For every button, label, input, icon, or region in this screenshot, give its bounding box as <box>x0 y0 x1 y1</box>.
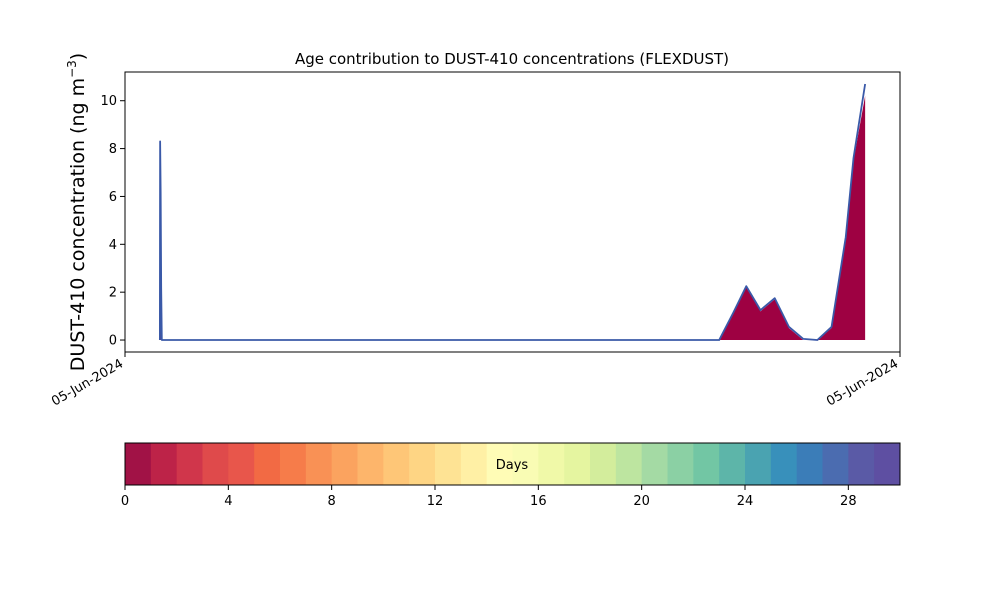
colorbar-cell <box>848 443 875 485</box>
plot-background <box>125 72 900 352</box>
plot-area <box>124 71 901 353</box>
colorbar-cell <box>615 443 643 485</box>
colorbar-cell <box>538 443 565 485</box>
colorbar-cell <box>564 443 591 485</box>
y-axis: 0 2 4 6 8 10 <box>100 94 125 349</box>
colorbar-cells <box>125 443 901 485</box>
colorbar-cell <box>796 443 823 485</box>
total-line-group <box>158 83 867 341</box>
colorbar-frame <box>124 442 901 486</box>
x-tick-label-right: 05-Jun-2024 <box>824 356 901 409</box>
colorbar-cell <box>125 443 152 485</box>
colorbar-cell <box>305 443 333 485</box>
colorbar-cell <box>280 443 307 485</box>
colorbar-tick-label: 24 <box>737 494 754 509</box>
y-axis-label: DUST-410 concentration (ng m−3) <box>65 53 89 371</box>
colorbar-cell <box>590 443 617 485</box>
colorbar-cell <box>202 443 229 485</box>
y-axis-label-sup: −3 <box>65 60 79 78</box>
colorbar-cell <box>150 443 178 485</box>
colorbar-cell <box>383 443 410 485</box>
colorbar-cell <box>176 443 203 485</box>
colorbar-cell <box>874 443 901 485</box>
colorbar-tick-label: 0 <box>121 494 129 509</box>
y-axis-label-tail: ) <box>67 53 89 60</box>
colorbar-cell <box>770 443 798 485</box>
colorbar-tick-label: 12 <box>427 494 444 509</box>
y-tick-label: 0 <box>109 334 117 349</box>
colorbar-tick-label: 28 <box>840 494 857 509</box>
x-axis: 05-Jun-2024 05-Jun-2024 <box>49 352 901 409</box>
colorbar-cell <box>228 443 255 485</box>
y-tick-label: 6 <box>109 190 117 205</box>
total-concentration-line <box>158 83 867 341</box>
y-axis-label-main: DUST-410 concentration (ng m <box>67 78 89 371</box>
colorbar-label: Days <box>496 458 529 473</box>
y-tick-label: 4 <box>109 238 117 253</box>
colorbar-cell <box>822 443 849 485</box>
colorbar-tick-label: 4 <box>224 494 232 509</box>
colorbar-cell <box>745 443 772 485</box>
colorbar-ticks: 0 4 8 12 16 20 24 28 <box>121 485 857 509</box>
colorbar-tick-label: 20 <box>633 494 650 509</box>
y-tick-label: 10 <box>100 94 117 109</box>
colorbar-cell <box>254 443 281 485</box>
colorbar-cell <box>357 443 384 485</box>
plot-frame <box>124 71 901 353</box>
colorbar-cell <box>719 443 746 485</box>
colorbar-cell <box>409 443 436 485</box>
y-tick-label: 2 <box>109 286 117 301</box>
colorbar-cell <box>667 443 694 485</box>
colorbar-cell <box>460 443 488 485</box>
y-tick-label: 8 <box>109 142 117 157</box>
colorbar-tick-label: 8 <box>328 494 336 509</box>
chart-title: Age contribution to DUST-410 concentrati… <box>295 50 729 68</box>
colorbar-cell <box>331 443 358 485</box>
colorbar-cell <box>512 443 539 485</box>
colorbar-tick-label: 16 <box>530 494 547 509</box>
colorbar-cell <box>486 443 513 485</box>
colorbar-cell <box>435 443 462 485</box>
colorbar-cell <box>641 443 668 485</box>
colorbar: Days 0 4 8 12 16 20 24 28 <box>121 442 901 509</box>
colorbar-cell <box>693 443 720 485</box>
